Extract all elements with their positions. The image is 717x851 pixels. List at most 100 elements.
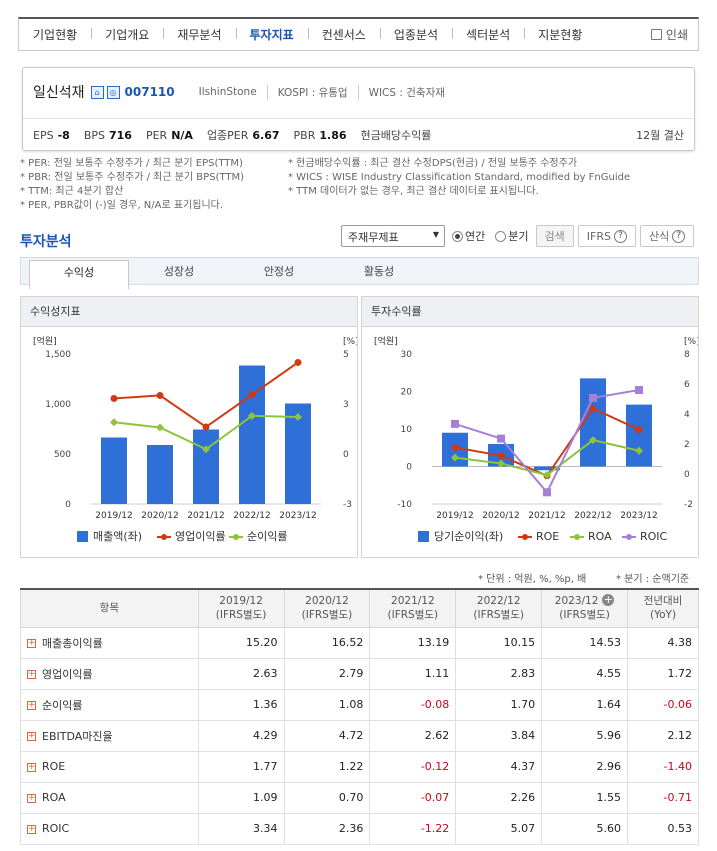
series-point: [202, 445, 210, 454]
y2-tick-label: 2: [684, 440, 690, 450]
homepage-icon[interactable]: ◎: [106, 85, 120, 99]
series-point: [248, 391, 256, 399]
series-point: [202, 423, 210, 431]
legend-swatch: [626, 534, 632, 540]
series-point: [294, 413, 302, 421]
search-button[interactable]: 검색: [535, 225, 574, 247]
note-line: * WICS : WISE Industry Classification St…: [288, 172, 631, 183]
ifrs-button[interactable]: IFRS?: [577, 225, 636, 247]
expand-icon[interactable]: +: [27, 761, 36, 772]
row-label[interactable]: + EBITDA마진율: [20, 719, 199, 752]
radio-annual-dot[interactable]: [452, 230, 463, 242]
x-tick-label: 2020/12: [482, 511, 519, 521]
table-cell: 2.79: [283, 657, 371, 690]
expand-icon[interactable]: +: [27, 792, 36, 803]
table-cell: -0.12: [369, 750, 457, 783]
tab-industry-analysis[interactable]: 업종분석: [379, 26, 452, 43]
row-label[interactable]: + 영업이익률: [20, 657, 199, 690]
note-line: * TTM 데이터가 없는 경우, 최근 결산 데이터로 표시됩니다.: [288, 186, 539, 197]
row-label[interactable]: + ROIC: [20, 812, 199, 845]
radio-quarter[interactable]: 분기: [495, 228, 529, 244]
tab-consensus[interactable]: 컨센서스: [307, 26, 380, 43]
subtab-growth[interactable]: 성장성: [163, 265, 195, 278]
x-tick-label: 2019/12: [436, 511, 473, 521]
table-cell: 2.36: [283, 812, 371, 845]
y2-axis-label: [%]: [684, 337, 698, 347]
bar: [193, 429, 219, 504]
y2-tick-label: 8: [684, 350, 690, 360]
expand-icon[interactable]: +: [27, 700, 36, 710]
panel-title: 수익성지표: [21, 297, 357, 327]
table-cell: 1.55: [541, 781, 629, 814]
table-cell: 5.60: [541, 812, 629, 845]
table-cell: 2.62: [369, 719, 457, 752]
return-chart-panel: 투자수익률 [억원][%]3020100-1086420-22019/12202…: [361, 296, 699, 558]
table-cell: 1.72: [627, 657, 699, 690]
tab-financial-analysis[interactable]: 재무분석: [163, 26, 235, 43]
expand-icon[interactable]: +: [27, 669, 36, 679]
series-point: [248, 411, 256, 420]
metric-industry-per: 업종PER 6.67: [206, 129, 280, 142]
tab-company-overview[interactable]: 기업개요: [91, 26, 163, 43]
row-label[interactable]: + 순이익률: [20, 688, 199, 721]
help-icon: ?: [613, 229, 627, 243]
note-line: * TTM: 최근 4분기 합산: [20, 186, 124, 197]
row-label[interactable]: + ROE: [20, 750, 199, 783]
table-cell: 2.63: [197, 657, 285, 690]
x-tick-label: 2023/12: [620, 511, 657, 521]
y-tick-label: 1,500: [45, 350, 71, 360]
top-nav: 기업현황 기업개요 재무분석 투자지표 컨센서스 업종분석 섹터분석 지분현황 …: [18, 17, 699, 51]
metric-dividend-yield: 현금배당수익률: [360, 129, 432, 142]
table-cell: -0.08: [369, 688, 457, 721]
table-cell: 1.70: [455, 688, 543, 721]
panel-title: 투자수익률: [362, 297, 698, 327]
table-cell: 1.64: [541, 688, 629, 721]
series-point: [294, 358, 302, 366]
company-wics: WICS : 건축자재: [357, 84, 455, 100]
radio-quarter-dot[interactable]: [495, 230, 507, 242]
radio-annual[interactable]: 연간: [452, 228, 485, 244]
table-cell: 2.96: [541, 750, 629, 783]
subtab-stability[interactable]: 안정성: [263, 265, 295, 278]
header-year: 2022/12 (IFRS별도): [455, 588, 543, 628]
series-point: [543, 488, 551, 497]
table-cell: 5.07: [455, 812, 543, 845]
row-label[interactable]: + 매출총이익률: [20, 626, 199, 659]
table-row: + 영업이익률 2.63 2.79 1.11 2.83 4.55 1.72: [20, 657, 699, 690]
expand-icon[interactable]: +: [27, 731, 36, 741]
series-point: [589, 436, 597, 445]
unit-note: * 단위 : 억원, %, %p, 배: [478, 574, 587, 585]
table-row: + ROE 1.77 1.22 -0.12 4.37 2.96 -1.40: [20, 750, 699, 783]
tab-investment-indicators[interactable]: 투자지표: [235, 26, 308, 43]
print-button[interactable]: 인쇄: [650, 26, 688, 43]
series-point: [589, 404, 597, 412]
series-point: [543, 471, 551, 480]
analysis-subtabs: 수익성 성장성 안정성 활동성: [20, 257, 699, 289]
table-cell: 2.83: [455, 657, 543, 690]
home-icon[interactable]: ⌂: [90, 85, 104, 99]
tab-company-status[interactable]: 기업현황: [33, 28, 78, 42]
expand-icon[interactable]: +: [27, 638, 36, 648]
bar: [534, 466, 560, 471]
series-point: [451, 453, 459, 462]
legend-label: ROIC: [640, 530, 668, 543]
header-year: 2021/12 (IFRS별도): [369, 588, 457, 628]
tab-sector-analysis[interactable]: 섹터분석: [452, 26, 524, 43]
formula-button[interactable]: 산식?: [639, 225, 695, 247]
subtab-activity[interactable]: 활동성: [363, 265, 395, 278]
y-axis-label: [억원]: [374, 335, 398, 347]
tab-shareholding[interactable]: 지분현황: [524, 26, 596, 43]
series-point: [635, 386, 643, 394]
table-cell: -0.07: [369, 781, 457, 814]
row-label[interactable]: + ROA: [20, 781, 199, 814]
note-line: * PER: 전일 보통주 수정주가 / 최근 분기 EPS(TTM): [20, 158, 243, 169]
y2-tick-label: -3: [343, 500, 352, 510]
table-cell: 4.72: [283, 719, 371, 752]
statement-select[interactable]: 주재무제표: [341, 225, 445, 247]
subtab-profitability[interactable]: 수익성: [29, 260, 129, 289]
series-point: [451, 443, 459, 451]
legend-swatch: [522, 534, 528, 540]
company-metrics: EPS -8 BPS 716 PER N/A 업종PER 6.67 PBR 1.86 현금…: [23, 118, 694, 143]
add-column-icon[interactable]: +: [602, 593, 615, 607]
expand-icon[interactable]: +: [27, 823, 36, 834]
